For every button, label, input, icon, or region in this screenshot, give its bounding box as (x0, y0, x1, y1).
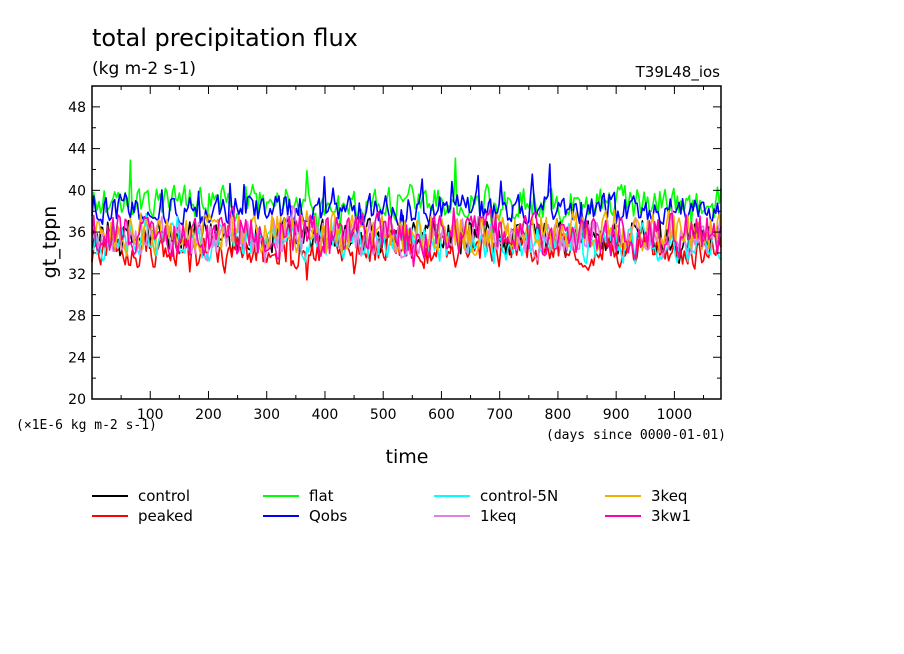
y-axis-title: gt_tppn (39, 206, 61, 279)
legend-label: 3kw1 (651, 507, 691, 525)
x-tick-label: 200 (195, 407, 222, 423)
series-line-3kw1 (91, 205, 722, 268)
x-tick-label: 700 (486, 407, 513, 423)
scale-note: (×1E-6 kg m-2 s-1) (16, 418, 157, 433)
y-tick-label: 44 (68, 142, 86, 158)
y-tick-label: 40 (68, 183, 86, 199)
y-tick-label: 36 (68, 225, 86, 241)
legend: control peaked flat Qobs control-5N 1keq 3keq 3… (92, 487, 691, 525)
y-tick-label: 32 (68, 267, 86, 283)
chart-subtitle: (kg m-2 s-1) (92, 59, 196, 79)
x-units-note: (days since 0000-01-01) (546, 428, 726, 443)
legend-label: Qobs (309, 507, 348, 525)
series-layer (91, 157, 722, 281)
x-tick-label: 500 (370, 407, 397, 423)
series-line-3keq (91, 209, 722, 257)
legend-label: 3keq (651, 487, 687, 505)
x-tick-label: 400 (312, 407, 339, 423)
x-tick-label: 100 (137, 407, 164, 423)
legend-label: control-5N (480, 487, 558, 505)
y-tick-label: 20 (68, 392, 86, 408)
legend-label: control (138, 487, 190, 505)
chart-title: total precipitation flux (92, 24, 358, 52)
x-tick-label: 1000 (657, 407, 693, 423)
legend-label: peaked (138, 507, 193, 525)
x-tick-label: 300 (253, 407, 280, 423)
legend-label: flat (309, 487, 334, 505)
x-axis: 100 200 300 400 500 600 700 800 900 1000 (120, 86, 705, 423)
y-tick-label: 48 (68, 100, 86, 116)
legend-label: 1keq (480, 507, 516, 525)
run-label: T39L48_ios (635, 63, 721, 82)
y-axis: 20 24 28 32 36 40 44 48 (68, 100, 721, 408)
x-tick-label: 600 (428, 407, 455, 423)
x-tick-label: 800 (545, 407, 572, 423)
plot-border (91, 85, 722, 400)
x-axis-title: time (386, 446, 429, 468)
y-tick-label: 28 (68, 309, 86, 325)
x-tick-label: 900 (603, 407, 630, 423)
y-tick-label: 24 (68, 350, 86, 366)
